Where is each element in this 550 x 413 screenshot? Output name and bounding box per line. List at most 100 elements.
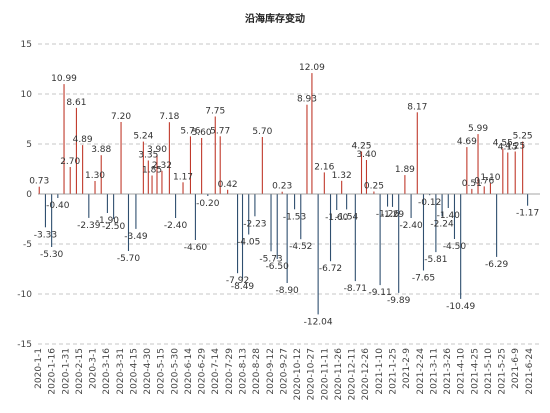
data-label: -0.40 (46, 201, 70, 211)
y-tick-label: 10 (21, 90, 33, 100)
data-label: -0.12 (418, 198, 441, 208)
data-label: 1.32 (332, 171, 352, 181)
data-label: -0.20 (196, 199, 220, 209)
data-label: -2.50 (102, 222, 126, 232)
data-label: -2.40 (164, 221, 188, 231)
x-tick-label: 2020-7-29 (225, 348, 235, 395)
data-label: 1.30 (85, 171, 105, 181)
data-label: 4.55 (493, 139, 513, 149)
data-label: 0.42 (218, 180, 238, 190)
data-label: 7.75 (205, 107, 225, 117)
x-tick-label: 2020-5-15 (157, 348, 167, 395)
data-label: 5.77 (210, 126, 230, 136)
data-label: 10.99 (51, 74, 77, 84)
x-tick-label: 2020-12-26 (361, 348, 371, 401)
x-tick-label: 2021-2-24 (416, 348, 426, 395)
x-tick-label: 2021-6-24 (525, 348, 535, 395)
data-label: -1.40 (437, 211, 461, 221)
x-tick-label: 2020-3-1 (89, 348, 99, 389)
x-tick-label: 2021-3-26 (443, 348, 453, 395)
data-label: 5.70 (252, 127, 272, 137)
data-label: -4.05 (237, 238, 260, 248)
x-tick-label: 2020-10-12 (293, 348, 303, 400)
data-label: 0.51 (462, 179, 482, 189)
y-tick-label: 5 (26, 140, 32, 150)
data-label: 0.25 (364, 182, 384, 192)
data-label: -8.90 (275, 286, 299, 296)
data-label: 4.15 (498, 143, 518, 153)
x-tick-label: 2020-5-30 (170, 348, 180, 395)
x-tick-label: 2020-3-31 (116, 348, 126, 395)
x-tick-label: 2020-1-31 (61, 348, 71, 395)
y-tick-label: -15 (17, 340, 32, 350)
x-tick-label: 2020-9-12 (266, 348, 276, 395)
data-label: 5.76 (180, 126, 200, 136)
data-label: 1.10 (480, 173, 500, 183)
data-label: -3.33 (34, 230, 57, 240)
data-label: -8.71 (344, 284, 367, 294)
data-label: 7.20 (111, 112, 131, 122)
x-tick-label: 2020-11-26 (334, 348, 344, 401)
data-label: -2.39 (77, 221, 101, 231)
data-label: -7.92 (226, 276, 249, 286)
data-label: 8.61 (66, 98, 86, 108)
data-label: -4.50 (443, 242, 467, 252)
data-label: -2.24 (430, 219, 454, 229)
data-label: 0.76 (474, 176, 494, 186)
y-tick-label: -5 (23, 240, 32, 250)
data-label: -5.81 (424, 255, 447, 265)
data-label: 3.90 (147, 145, 167, 155)
data-label: -6.29 (485, 260, 509, 270)
data-label: 1.85 (142, 166, 162, 176)
x-tick-label: 2020-2-15 (75, 348, 85, 395)
x-tick-label: 2021-6-9 (511, 348, 521, 389)
data-label: -9.11 (368, 288, 391, 298)
data-label: -9.89 (387, 296, 411, 306)
data-label: 7.18 (159, 112, 179, 122)
data-label: -2.23 (243, 219, 266, 229)
x-tick-label: 2021-5-25 (498, 348, 508, 395)
data-label: 0.23 (272, 182, 292, 192)
x-tick-label: 2020-1-16 (48, 348, 58, 395)
x-tick-label: 2020-9-27 (279, 348, 289, 395)
x-tick-label: 2020-1-1 (34, 348, 44, 389)
x-tick-label: 2021-4-10 (457, 348, 467, 395)
data-label: -5.70 (117, 254, 141, 264)
bars (38, 73, 529, 315)
data-label: -3.49 (124, 232, 148, 242)
data-label: 2.16 (314, 162, 334, 172)
data-label: -6.72 (319, 264, 342, 274)
x-tick-label: 2020-10-27 (307, 348, 317, 400)
data-label: -1.53 (283, 212, 306, 222)
data-label: -7.65 (412, 274, 435, 284)
data-label: 3.88 (91, 145, 111, 155)
data-label: -1.17 (516, 209, 539, 219)
data-label: 5.60 (192, 128, 212, 138)
x-tick-label: 2021-4-25 (470, 348, 480, 395)
data-label: 2.70 (60, 157, 80, 167)
x-axis-ticks: 2020-1-1 2020-1-16 2020-1-31 2020-2-15 2020-… (34, 348, 535, 401)
chart-title: 沿海库存变动 (245, 12, 305, 25)
x-tick-label: 2020-4-30 (143, 348, 153, 395)
x-tick-label: 2021-1-25 (388, 348, 398, 395)
x-tick-label: 2021-1-10 (375, 348, 385, 395)
data-label: -1.26 (376, 210, 400, 220)
data-label: 8.93 (297, 95, 317, 105)
y-tick-label: -10 (17, 290, 32, 300)
data-label: 3.40 (356, 150, 376, 160)
data-label: -4.60 (184, 243, 208, 253)
data-label: 5.99 (468, 124, 488, 134)
x-tick-label: 2020-6-14 (184, 348, 194, 395)
x-tick-label: 2021-5-10 (484, 348, 494, 395)
data-label: -8.49 (231, 282, 255, 292)
data-label: 4.69 (457, 137, 477, 147)
x-tick-label: 2020-4-15 (129, 348, 139, 395)
x-tick-label: 2020-6-29 (198, 348, 208, 395)
data-label: -1.60 (325, 213, 349, 223)
data-label: -5.73 (259, 254, 282, 264)
data-label: -5.30 (40, 250, 64, 260)
y-tick-label: 0 (26, 190, 32, 200)
data-label: -1.90 (96, 216, 120, 226)
